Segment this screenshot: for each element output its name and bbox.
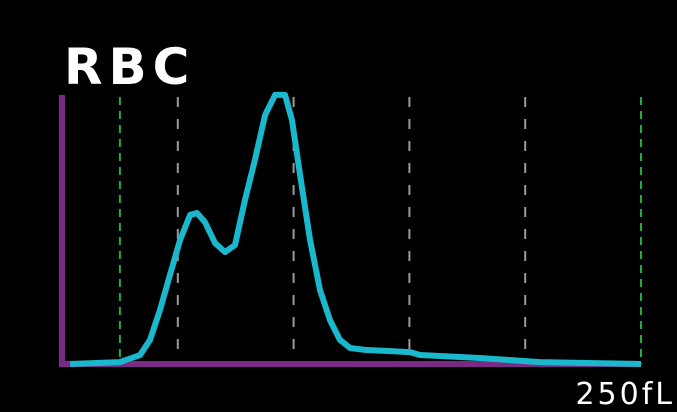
histogram-curve [69,91,642,367]
chart-title: RBC [64,38,195,96]
x-tick-label: 250fL [575,377,675,412]
